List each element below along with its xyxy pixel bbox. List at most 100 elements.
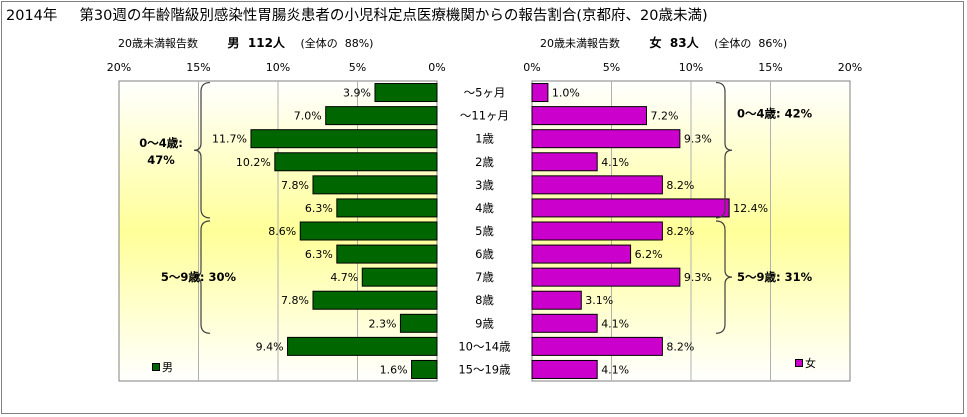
female-bar [531, 267, 681, 287]
female-value-label: 6.2% [635, 248, 663, 261]
female-age-bracket [715, 220, 733, 334]
female-value-label: 7.2% [650, 110, 678, 123]
legend-male-swatch [152, 363, 160, 371]
female-value-label: 9.3% [684, 271, 712, 284]
female-bar [531, 336, 663, 356]
male-value-label: 6.3% [305, 202, 333, 215]
female-sex-label: 女 [649, 36, 662, 50]
female-bar [531, 129, 681, 149]
female-tick-label: 15% [758, 61, 782, 74]
category-label: 10～14歳 [458, 339, 511, 353]
male-value-label: 6.3% [305, 248, 333, 261]
male-bar [336, 244, 438, 264]
female-bar [531, 106, 647, 126]
female-bar [531, 83, 549, 103]
male-header: 20歳未満報告数 男 112人 (全体の 88%) [118, 34, 373, 51]
female-value-label: 3.1% [585, 294, 613, 307]
female-value-label: 4.1% [601, 363, 629, 376]
female-annotation: 5～9歳: 31% [737, 270, 813, 284]
male-sex-label: 男 [227, 36, 240, 50]
female-bar [531, 198, 730, 218]
female-bar [531, 221, 663, 241]
male-value-label: 8.6% [268, 225, 296, 238]
male-bar [299, 221, 438, 241]
female-tick-label: 10% [679, 61, 703, 74]
male-bar [411, 359, 438, 379]
category-label: 7歳 [475, 270, 494, 284]
male-value-label: 4.7% [330, 271, 358, 284]
legend-male-label: 男 [162, 361, 173, 374]
male-count-label: 20歳未満報告数 [118, 37, 198, 50]
male-annotation-label: 0～4歳: [139, 136, 183, 150]
legend-female-swatch [795, 359, 803, 367]
legend-female: 女 [795, 355, 816, 371]
male-tick-label: 0% [428, 61, 445, 74]
female-age-bracket [715, 81, 733, 219]
female-value-label: 8.2% [666, 340, 694, 353]
male-value-label: 3.9% [343, 87, 371, 100]
male-value-label: 2.3% [368, 317, 396, 330]
female-bar [531, 152, 598, 172]
female-value-label: 8.2% [666, 225, 694, 238]
female-tick-label: 5% [603, 61, 620, 74]
male-value-label: 9.4% [256, 340, 284, 353]
female-bar [531, 175, 663, 195]
female-tick-label: 20% [838, 61, 862, 74]
male-bar [274, 152, 438, 172]
male-value-label: 7.0% [294, 110, 322, 123]
female-value-label: 9.3% [684, 133, 712, 146]
female-share-label: (全体の [714, 37, 752, 50]
title-text: 第30週の年齢階級別感染性胃腸炎患者の小児科定点医療機関からの報告割合(京都府、… [79, 8, 708, 24]
male-value-label: 10.2% [236, 156, 271, 169]
male-value-label: 7.8% [281, 294, 309, 307]
category-label: 8歳 [475, 293, 494, 307]
male-value-label: 11.7% [212, 133, 247, 146]
female-count-label: 20歳未満報告数 [540, 37, 620, 50]
category-label: ～11ヶ月 [460, 109, 509, 123]
female-value-label: 4.1% [601, 317, 629, 330]
category-label: 4歳 [475, 201, 494, 215]
title-year: 2014年 [6, 8, 58, 24]
male-value-label: 1.6% [380, 363, 408, 376]
male-bar [399, 313, 438, 333]
chart-title: 2014年 第30週の年齢階級別感染性胃腸炎患者の小児科定点医療機関からの報告割合… [6, 4, 708, 25]
female-bar [531, 244, 632, 264]
male-bar [325, 106, 438, 126]
female-bar [531, 359, 598, 379]
female-value-label: 8.2% [666, 179, 694, 192]
category-label: 2歳 [475, 155, 494, 169]
male-tick-label: 20% [107, 61, 131, 74]
male-bar [312, 175, 438, 195]
legend-male: 男 [152, 359, 173, 375]
category-label: 1歳 [475, 132, 494, 146]
female-bar [531, 290, 582, 310]
male-count: 112人 [247, 36, 285, 50]
legend-female-label: 女 [805, 357, 816, 370]
male-age-bracket [193, 81, 211, 219]
female-annotation: 0～4歳: 42% [737, 107, 813, 121]
male-annotation: 5～9歳: 30% [161, 270, 237, 284]
male-annotation-value: 47% [147, 153, 175, 167]
female-bar [531, 313, 598, 333]
category-label: 3歳 [475, 178, 494, 192]
male-bar [312, 290, 438, 310]
male-age-bracket [193, 220, 211, 334]
male-bar [250, 129, 438, 149]
male-tick-label: 10% [266, 61, 290, 74]
category-label: 5歳 [475, 224, 494, 238]
female-value-label: 12.4% [733, 202, 768, 215]
category-label: 15～19歳 [458, 362, 511, 376]
female-value-label: 1.0% [552, 87, 580, 100]
male-value-label: 7.8% [281, 179, 309, 192]
male-share: 88%) [344, 37, 374, 50]
male-bar [361, 267, 438, 287]
female-tick-label: 0% [523, 61, 540, 74]
male-bar [374, 83, 438, 103]
category-label: 6歳 [475, 247, 494, 261]
male-bar [336, 198, 438, 218]
female-value-label: 4.1% [601, 156, 629, 169]
category-label: ～5ヶ月 [464, 86, 506, 100]
female-header: 20歳未満報告数 女 83人 (全体の 86%) [540, 34, 787, 51]
